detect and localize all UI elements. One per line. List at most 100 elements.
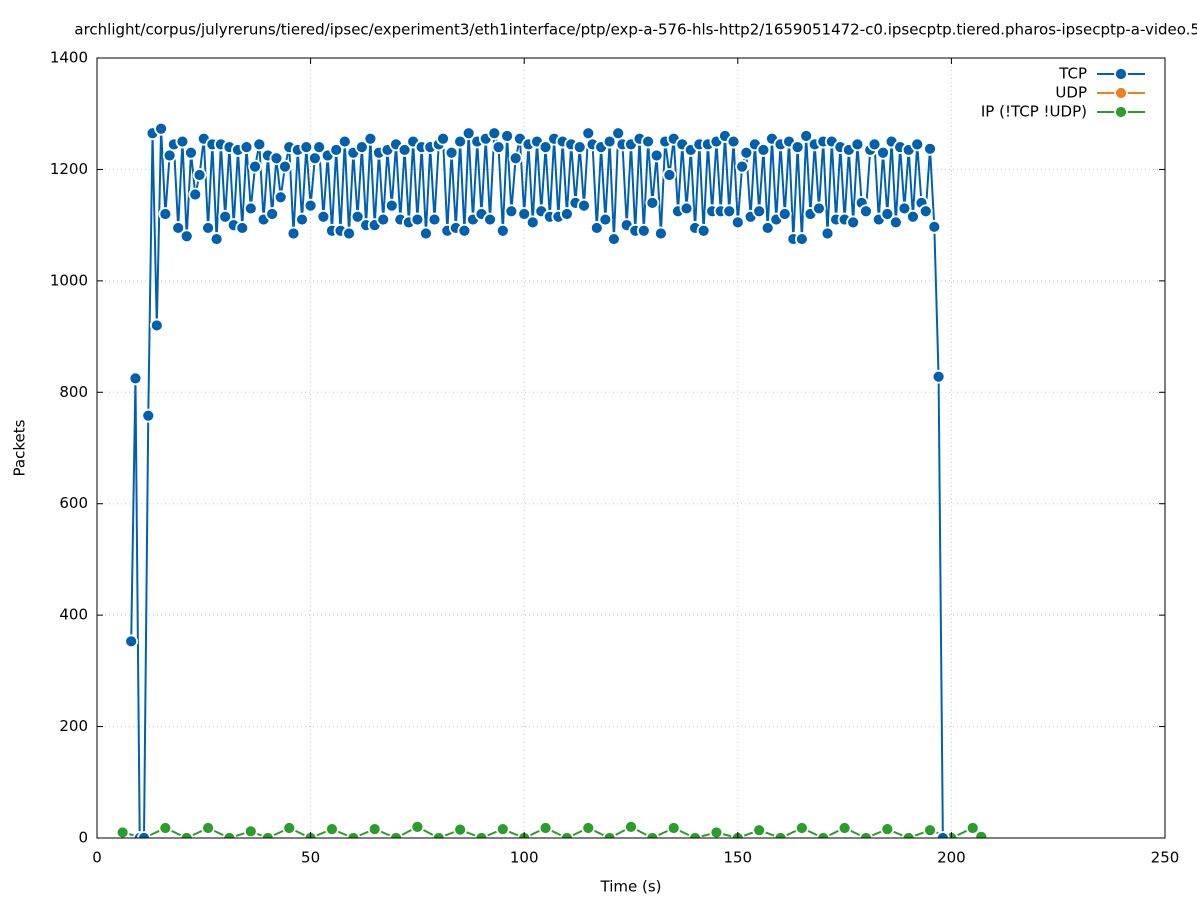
- data-point: [154, 121, 168, 136]
- data-point: [867, 137, 882, 152]
- data-point: [679, 201, 694, 216]
- data-point: [602, 831, 617, 838]
- data-point: [756, 143, 771, 157]
- data-point: [303, 198, 318, 213]
- data-point: [354, 140, 369, 155]
- y-tick-label: 200: [59, 717, 88, 735]
- x-tick-label: 100: [510, 849, 539, 867]
- y-tick-label: 0: [78, 829, 88, 847]
- data-point: [141, 408, 156, 423]
- data-point: [243, 824, 258, 838]
- data-point: [752, 204, 767, 219]
- x-tick-label: 50: [301, 849, 320, 867]
- data-point: [419, 226, 433, 241]
- data-point: [384, 198, 399, 213]
- data-point: [624, 819, 638, 834]
- data-point: [709, 825, 724, 838]
- data-point: [581, 126, 596, 141]
- data-point: [888, 215, 903, 230]
- data-point: [598, 212, 613, 227]
- chart-title: archlight/corpus/julyreruns/tiered/ipsec…: [74, 21, 1197, 39]
- data-point: [235, 221, 250, 235]
- x-tick-label: 0: [92, 849, 102, 867]
- data-point: [162, 148, 177, 163]
- data-point: [965, 821, 980, 835]
- data-point: [525, 215, 540, 230]
- data-point: [641, 134, 655, 149]
- y-tick-label: 1400: [50, 49, 88, 67]
- data-point: [560, 831, 574, 838]
- data-point: [589, 221, 604, 235]
- data-point: [581, 821, 596, 835]
- data-point: [850, 137, 865, 152]
- data-point: [307, 151, 322, 166]
- data-point: [495, 822, 510, 836]
- data-point: [636, 223, 651, 238]
- x-axis-label: Time (s): [600, 878, 662, 896]
- legend-swatch: [1114, 67, 1128, 81]
- data-point: [209, 232, 224, 246]
- data-point: [457, 223, 472, 238]
- data-point: [278, 159, 292, 174]
- data-point: [158, 821, 173, 835]
- data-point: [474, 831, 489, 838]
- data-point: [286, 226, 301, 241]
- data-point: [880, 207, 895, 221]
- data-point: [325, 822, 339, 836]
- data-point: [577, 198, 591, 213]
- x-tick-label: 150: [723, 849, 752, 867]
- data-point: [179, 229, 194, 244]
- data-point: [773, 831, 788, 838]
- data-point: [124, 634, 139, 649]
- data-point: [299, 140, 314, 155]
- data-point: [504, 204, 519, 219]
- data-point: [171, 221, 186, 235]
- data-point: [645, 831, 660, 838]
- data-point: [115, 825, 130, 838]
- data-point: [649, 148, 664, 163]
- data-point: [696, 223, 711, 238]
- data-point: [436, 131, 450, 146]
- data-point: [453, 822, 468, 837]
- data-point: [239, 140, 254, 155]
- data-point: [918, 204, 933, 219]
- data-point: [342, 226, 356, 241]
- data-point: [812, 201, 826, 216]
- data-point: [137, 831, 151, 838]
- data-point: [252, 137, 267, 152]
- data-point: [820, 226, 835, 241]
- data-point: [859, 204, 873, 219]
- x-tick-label: 250: [1151, 849, 1180, 867]
- data-point: [730, 215, 745, 230]
- data-point: [927, 219, 942, 234]
- data-point: [602, 134, 617, 149]
- data-point: [273, 190, 288, 205]
- data-point: [662, 168, 677, 182]
- data-point: [837, 821, 852, 835]
- legend-swatch: [1114, 105, 1128, 119]
- data-point: [282, 821, 297, 835]
- y-tick-label: 400: [59, 606, 88, 624]
- data-point: [260, 831, 275, 838]
- y-tick-label: 1000: [50, 271, 88, 289]
- data-point: [295, 212, 309, 227]
- data-point: [560, 207, 574, 221]
- data-point: [859, 831, 873, 838]
- data-point: [611, 126, 626, 141]
- data-point: [397, 143, 412, 157]
- data-point: [222, 831, 237, 838]
- data-point: [184, 145, 198, 160]
- data-point: [538, 140, 553, 155]
- data-point: [376, 212, 391, 227]
- data-point: [431, 831, 446, 838]
- data-point: [188, 187, 203, 202]
- data-point: [897, 201, 912, 216]
- data-point: [243, 201, 258, 216]
- data-point: [923, 823, 937, 838]
- data-point: [337, 134, 352, 149]
- data-point: [794, 821, 809, 835]
- data-point: [645, 195, 660, 210]
- y-axis-label: Packets: [11, 419, 29, 476]
